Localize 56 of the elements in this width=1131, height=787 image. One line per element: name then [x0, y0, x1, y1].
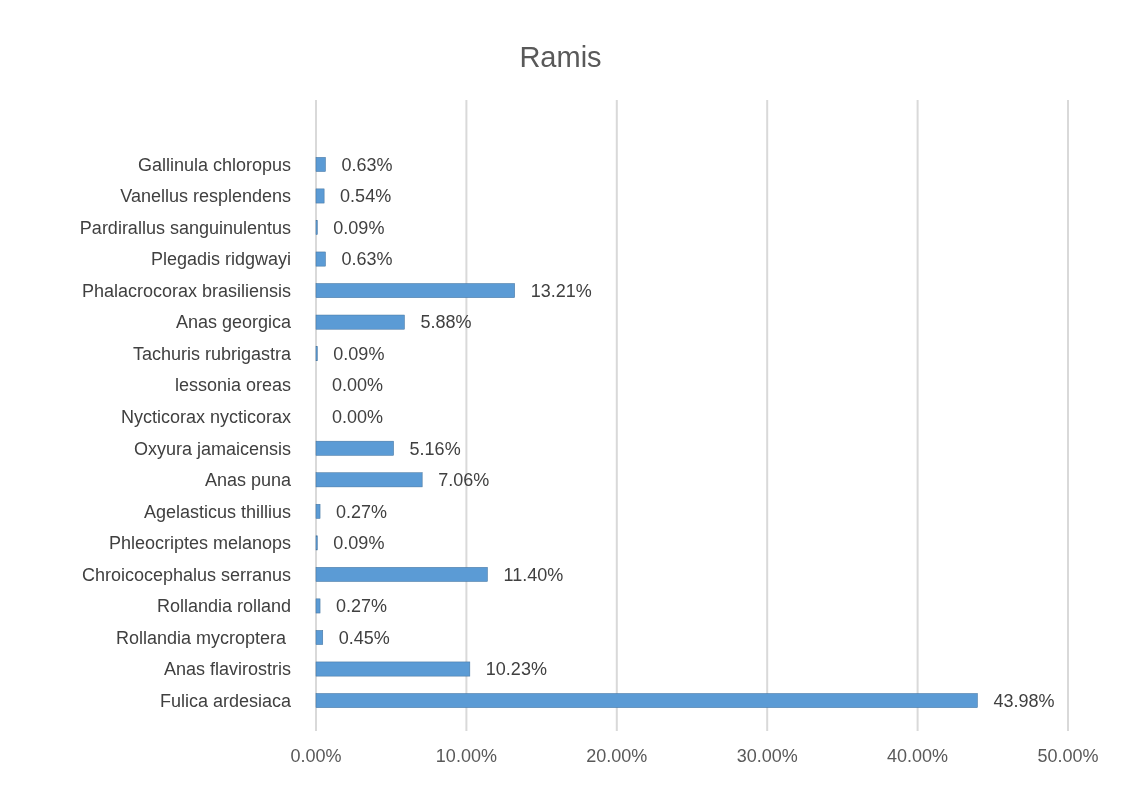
y-tick-label: Rollandia rolland [156, 596, 291, 617]
x-tick-label: 10.00% [435, 746, 497, 766]
data-label: 0.27% [336, 501, 388, 522]
bar [315, 472, 423, 488]
bar [315, 314, 405, 330]
y-tick-label: Gallinula chloropus [137, 154, 291, 175]
data-label: 7.06% [438, 470, 490, 491]
y-tick-label: Tachuris rubrigastra [132, 343, 292, 364]
data-label: 0.00% [332, 375, 384, 396]
y-tick-label: Anas flavirostris [163, 659, 291, 680]
x-tick-label: 20.00% [586, 746, 648, 766]
bar [315, 598, 321, 614]
y-tick-label: Rollandia mycroptera [115, 627, 291, 648]
bar [315, 693, 978, 708]
bar [315, 251, 326, 267]
data-label: 0.00% [332, 407, 384, 428]
x-tick-label: 30.00% [736, 746, 798, 766]
x-tick-label: 50.00% [1037, 746, 1099, 766]
chart-title: Ramis [519, 41, 602, 73]
data-label: 10.23% [485, 659, 547, 680]
y-tick-label: Oxyura jamaicensis [133, 438, 291, 459]
data-label: 0.27% [336, 596, 388, 617]
y-tick-label: Nycticorax nycticorax [120, 407, 291, 428]
y-tick-label: Fulica ardesiaca [159, 690, 292, 711]
x-tick-label: 0.00% [290, 746, 342, 766]
data-label: 43.98% [993, 690, 1055, 711]
bar [315, 440, 394, 456]
y-tick-label: Anas puna [204, 470, 292, 491]
bar [315, 157, 326, 172]
y-tick-label: Phalacrocorax brasiliensis [81, 280, 291, 301]
data-label: 0.63% [341, 249, 393, 270]
data-label: 0.63% [341, 154, 393, 175]
data-label: 5.16% [409, 438, 461, 459]
data-label: 11.40% [503, 564, 564, 585]
y-tick-label: Agelasticus thillius [143, 501, 291, 522]
bar [315, 567, 488, 582]
y-tick-label: Chroicocephalus serranus [81, 564, 291, 585]
bar [315, 188, 325, 204]
bar [315, 630, 324, 645]
bar [315, 661, 471, 677]
y-tick-label: lessonia oreas [174, 375, 291, 396]
data-label: 0.09% [333, 533, 385, 554]
x-tick-label: 40.00% [887, 746, 949, 766]
y-tick-label: Phleocriptes melanops [108, 533, 291, 554]
data-label: 0.45% [338, 627, 390, 648]
data-label: 0.09% [333, 343, 385, 364]
data-label: 5.88% [420, 312, 472, 333]
y-tick-label: Vanellus resplendens [120, 186, 291, 207]
y-tick-label: Anas georgica [175, 312, 292, 333]
y-tick-label: Plegadis ridgwayi [150, 249, 291, 270]
data-label: 0.54% [340, 186, 392, 207]
data-label: 0.09% [333, 217, 385, 238]
y-tick-label: Pardirallus sanguinulentus [79, 217, 291, 238]
data-label: 13.21% [530, 280, 592, 301]
bar [315, 283, 515, 298]
bar [315, 504, 321, 519]
